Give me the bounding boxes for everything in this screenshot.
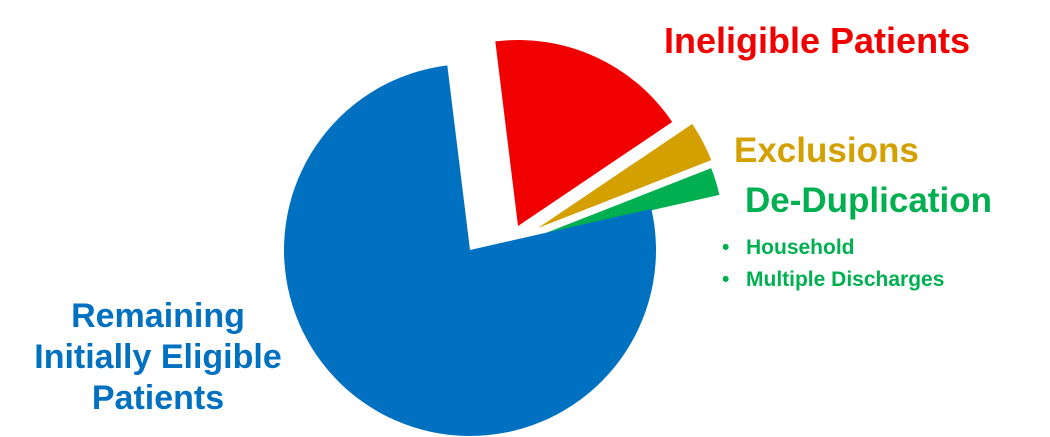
label-remaining-patients: Remaining Initially Eligible Patients <box>8 296 308 419</box>
label-exclusions: Exclusions <box>734 131 919 170</box>
pie-slice-remaining <box>283 65 656 437</box>
label-ineligible-patients: Ineligible Patients <box>664 20 971 61</box>
label-de-duplication: De-Duplication <box>745 181 992 220</box>
sub-item-household: Household <box>722 232 944 264</box>
label-remaining-line-3: Patients <box>91 379 225 417</box>
pie-slice-dedup <box>538 168 720 236</box>
label-remaining-line-2: Initially Eligible <box>34 338 282 376</box>
de-duplication-sub-list: Household Multiple Discharges <box>722 232 944 296</box>
pie-slice-ineligible <box>495 40 673 227</box>
pie-slice-exclusions <box>538 124 712 228</box>
label-remaining-line-1: Remaining <box>71 297 245 335</box>
sub-item-multiple-discharges: Multiple Discharges <box>722 264 944 296</box>
